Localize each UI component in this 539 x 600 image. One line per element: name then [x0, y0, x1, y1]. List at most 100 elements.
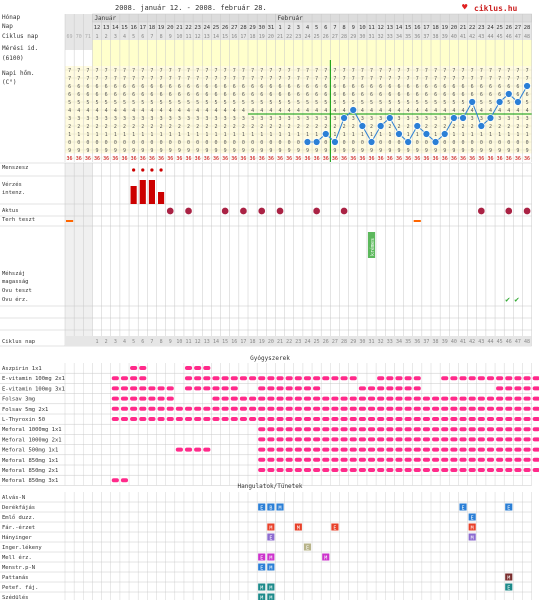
med-pill[interactable]: [322, 417, 330, 421]
med-pill[interactable]: [395, 457, 403, 462]
med-pill[interactable]: [322, 457, 330, 462]
med-pill[interactable]: [139, 406, 147, 411]
med-pill[interactable]: [377, 468, 385, 472]
med-pill[interactable]: [395, 386, 403, 391]
med-pill[interactable]: [130, 376, 138, 381]
med-pill[interactable]: [477, 457, 485, 462]
med-pill[interactable]: [294, 437, 302, 442]
temp-point[interactable]: [312, 138, 321, 146]
symptom-mark[interactable]: [258, 553, 266, 561]
med-pill[interactable]: [276, 396, 284, 401]
med-pill[interactable]: [486, 457, 495, 462]
temp-point[interactable]: [349, 106, 358, 114]
med-pill[interactable]: [303, 417, 312, 421]
temp-point[interactable]: [449, 114, 458, 122]
med-pill[interactable]: [221, 417, 229, 421]
med-pill[interactable]: [450, 457, 458, 462]
med-pill[interactable]: [184, 417, 193, 421]
med-pill[interactable]: [184, 386, 193, 391]
med-pill[interactable]: [496, 386, 504, 391]
med-pill[interactable]: [432, 437, 440, 442]
med-pill[interactable]: [331, 457, 339, 462]
med-pill[interactable]: [313, 406, 321, 411]
med-pill[interactable]: [258, 437, 266, 442]
med-pill[interactable]: [267, 457, 275, 462]
med-pill[interactable]: [157, 386, 165, 391]
med-pill[interactable]: [377, 457, 385, 462]
med-pill[interactable]: [386, 386, 394, 391]
med-pill[interactable]: [459, 417, 467, 421]
med-pill[interactable]: [377, 417, 385, 421]
temp-point[interactable]: [523, 82, 531, 90]
med-pill[interactable]: [203, 366, 211, 370]
med-pill[interactable]: [340, 457, 348, 462]
med-pill[interactable]: [367, 396, 376, 401]
med-pill[interactable]: [532, 376, 539, 381]
med-pill[interactable]: [285, 427, 293, 432]
med-pill[interactable]: [267, 437, 275, 442]
med-pill[interactable]: [523, 417, 531, 421]
med-pill[interactable]: [276, 417, 284, 421]
med-pill[interactable]: [486, 447, 495, 452]
med-pill[interactable]: [340, 437, 348, 442]
med-pill[interactable]: [148, 386, 156, 391]
med-pill[interactable]: [459, 427, 467, 432]
med-pill[interactable]: [139, 417, 147, 421]
med-pill[interactable]: [496, 417, 504, 421]
med-pill[interactable]: [358, 386, 366, 391]
med-pill[interactable]: [441, 468, 449, 472]
med-pill[interactable]: [175, 406, 183, 411]
med-pill[interactable]: [349, 468, 357, 472]
med-pill[interactable]: [367, 457, 376, 462]
med-pill[interactable]: [267, 386, 275, 391]
med-pill[interactable]: [194, 406, 202, 411]
med-pill[interactable]: [459, 457, 467, 462]
med-pill[interactable]: [194, 417, 202, 421]
med-pill[interactable]: [194, 366, 202, 370]
med-pill[interactable]: [203, 386, 211, 391]
intercourse-icon[interactable]: [312, 207, 321, 215]
med-pill[interactable]: [313, 417, 321, 421]
med-pill[interactable]: [230, 386, 238, 391]
med-pill[interactable]: [313, 396, 321, 401]
med-pill[interactable]: [276, 468, 284, 472]
med-pill[interactable]: [468, 406, 476, 411]
med-pill[interactable]: [422, 437, 430, 442]
med-pill[interactable]: [496, 437, 504, 442]
intercourse-icon[interactable]: [257, 207, 266, 215]
med-pill[interactable]: [276, 447, 284, 452]
med-pill[interactable]: [395, 396, 403, 401]
temp-point[interactable]: [303, 138, 312, 146]
med-pill[interactable]: [322, 437, 330, 442]
med-pill[interactable]: [432, 468, 440, 472]
med-pill[interactable]: [404, 406, 412, 411]
med-pill[interactable]: [157, 396, 165, 401]
med-pill[interactable]: [331, 447, 339, 452]
med-pill[interactable]: [413, 468, 421, 472]
med-pill[interactable]: [514, 427, 522, 432]
intercourse-icon[interactable]: [221, 207, 229, 215]
med-pill[interactable]: [184, 406, 193, 411]
med-pill[interactable]: [514, 457, 522, 462]
temp-point[interactable]: [331, 138, 339, 146]
med-pill[interactable]: [477, 437, 485, 442]
med-pill[interactable]: [221, 386, 229, 391]
med-pill[interactable]: [395, 376, 403, 381]
med-pill[interactable]: [331, 437, 339, 442]
temp-point[interactable]: [404, 138, 413, 146]
med-pill[interactable]: [523, 427, 531, 432]
intercourse-icon[interactable]: [504, 207, 513, 215]
med-pill[interactable]: [459, 406, 467, 411]
med-pill[interactable]: [358, 406, 366, 411]
med-pill[interactable]: [441, 457, 449, 462]
med-pill[interactable]: [386, 417, 394, 421]
med-pill[interactable]: [404, 427, 412, 432]
med-pill[interactable]: [212, 396, 220, 401]
med-pill[interactable]: [258, 468, 266, 472]
symptom-mark[interactable]: [267, 533, 275, 541]
med-pill[interactable]: [505, 396, 513, 401]
med-pill[interactable]: [395, 447, 403, 452]
med-pill[interactable]: [139, 366, 147, 370]
med-pill[interactable]: [294, 417, 302, 421]
med-pill[interactable]: [450, 417, 458, 421]
